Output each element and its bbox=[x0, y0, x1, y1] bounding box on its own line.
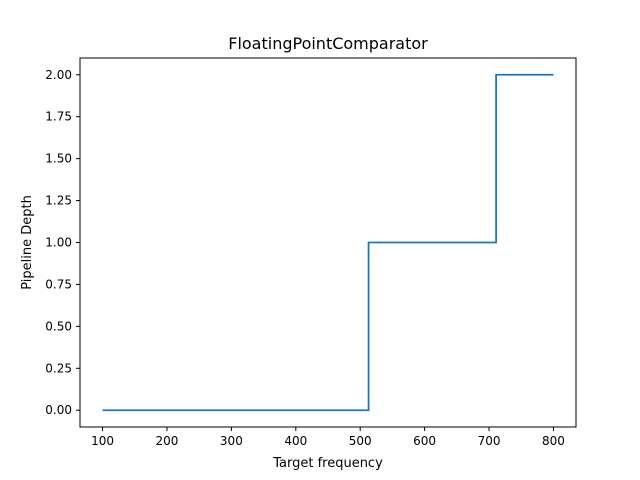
x-tick-label: 400 bbox=[284, 434, 307, 448]
y-tick-label: 0.00 bbox=[45, 403, 72, 417]
x-tick-label: 700 bbox=[478, 434, 501, 448]
plot-data-layer bbox=[102, 73, 554, 412]
x-tick-label: 100 bbox=[91, 434, 114, 448]
series-line bbox=[102, 73, 554, 412]
chart-title: FloatingPointComparator bbox=[228, 34, 428, 53]
x-tick-label: 800 bbox=[542, 434, 565, 448]
y-tick-label: 0.75 bbox=[45, 277, 72, 291]
x-axis-ticks: 100 200 300 400 500 600 700 800 bbox=[91, 427, 565, 448]
x-tick-label: 500 bbox=[349, 434, 372, 448]
y-tick-label: 1.50 bbox=[45, 152, 72, 166]
y-tick-label: 1.00 bbox=[45, 236, 72, 250]
y-tick-label: 0.25 bbox=[45, 361, 72, 375]
x-tick-label: 200 bbox=[156, 434, 179, 448]
y-tick-label: 1.75 bbox=[45, 110, 72, 124]
x-tick-label: 600 bbox=[413, 434, 436, 448]
y-tick-label: 2.00 bbox=[45, 68, 72, 82]
y-axis-ticks: 0.00 0.25 0.50 0.75 1.00 1.25 1.50 1.75 2.00 bbox=[45, 68, 80, 417]
y-tick-label: 0.50 bbox=[45, 319, 72, 333]
x-tick-label: 300 bbox=[220, 434, 243, 448]
y-axis-label: Pipeline Depth bbox=[20, 195, 35, 290]
x-axis-label: Target frequency bbox=[272, 456, 383, 471]
y-tick-label: 1.25 bbox=[45, 194, 72, 208]
